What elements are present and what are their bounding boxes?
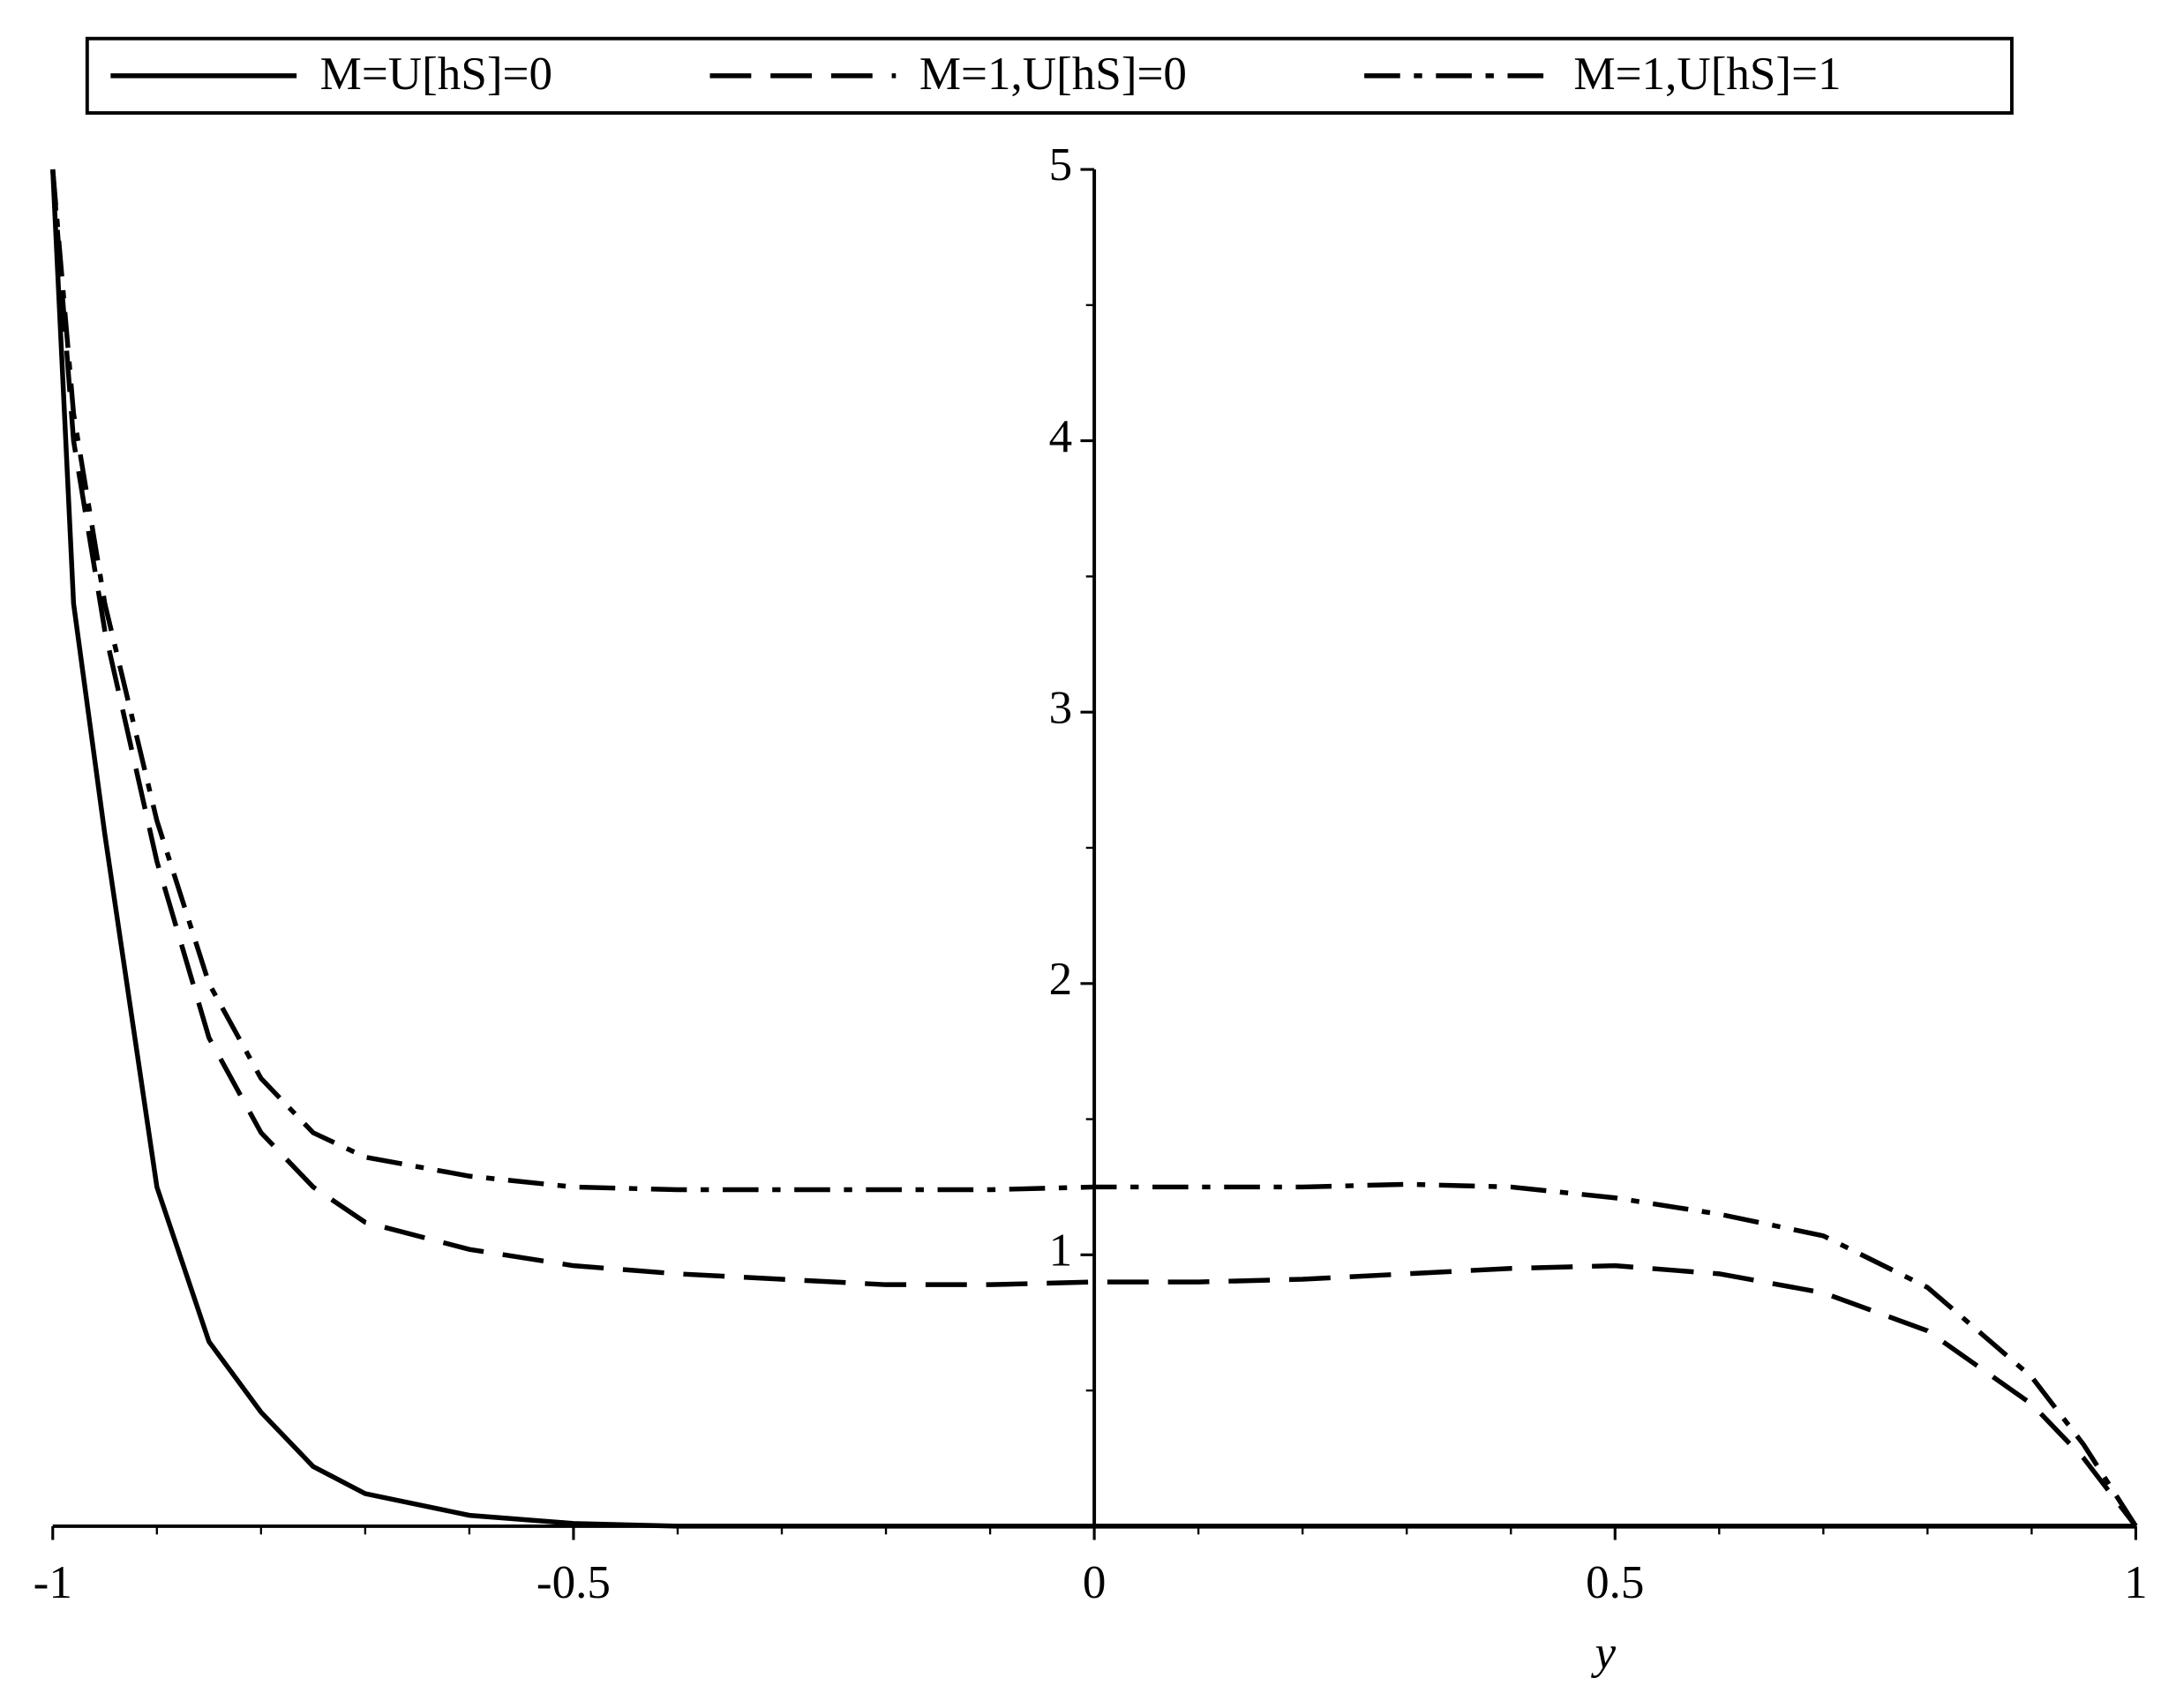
series-line — [50, 169, 2138, 1528]
x-tick-label: 0 — [1083, 1557, 1107, 1608]
y-tick-label: 1 — [1049, 1225, 1073, 1277]
legend-label: M=U[hS]=0 — [320, 49, 552, 100]
x-axis-label: y — [1591, 1627, 1617, 1678]
y-tick-label: 2 — [1049, 954, 1073, 1005]
x-tick-label: 1 — [2124, 1557, 2148, 1608]
y-tick-label: 3 — [1049, 682, 1073, 733]
y-tick-label: 5 — [1049, 139, 1073, 191]
series-line — [50, 169, 2136, 1529]
x-tick-label: -1 — [34, 1557, 72, 1608]
legend-label: M=1,U[hS]=1 — [1573, 49, 1841, 100]
x-tick-label: 0.5 — [1586, 1557, 1644, 1608]
y-tick-label: 4 — [1049, 411, 1073, 462]
legend-label: M=1,U[hS]=0 — [919, 49, 1187, 100]
x-tick-label: -0.5 — [536, 1557, 611, 1608]
series-line — [50, 169, 2138, 1528]
legend-box — [85, 36, 2014, 115]
